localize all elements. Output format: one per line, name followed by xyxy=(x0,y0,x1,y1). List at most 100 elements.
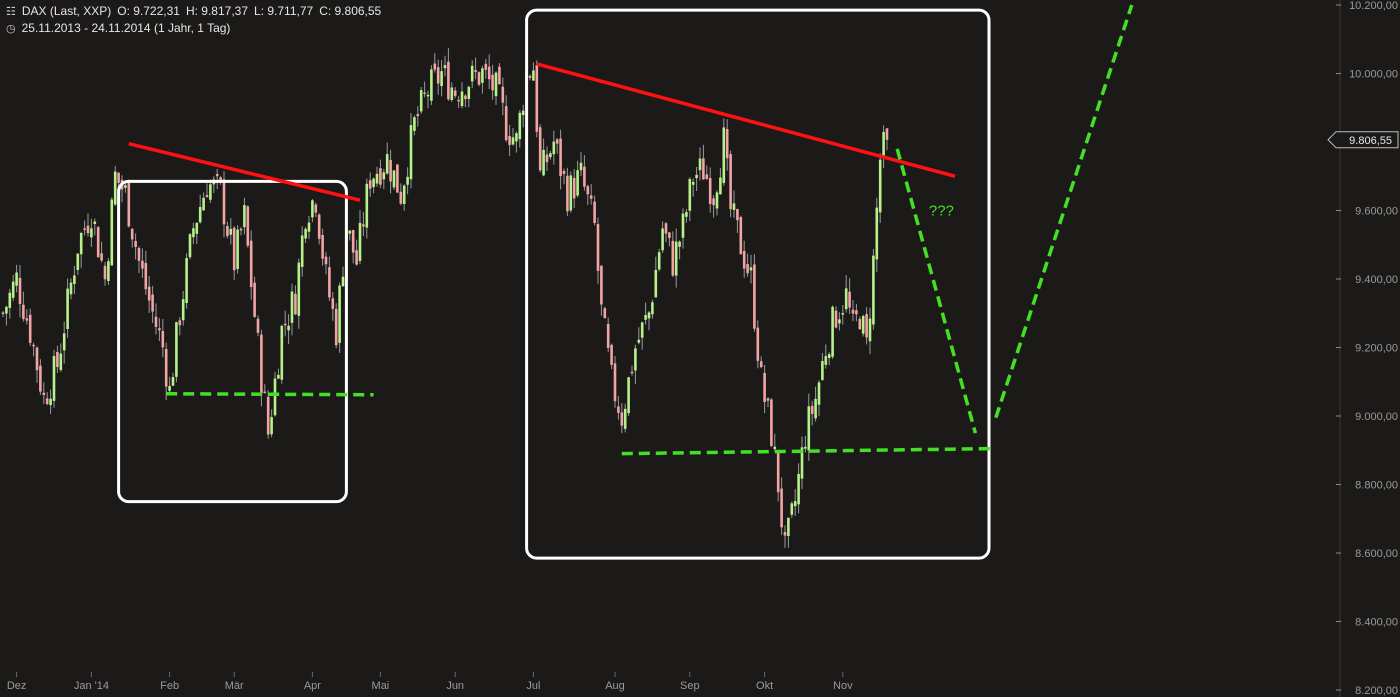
period-range: 25.11.2013 - 24.11.2014 (1 Jahr, 1 Tag) xyxy=(21,21,231,35)
candle-up xyxy=(290,291,294,323)
candle-up xyxy=(511,137,515,145)
candle-up xyxy=(698,158,702,171)
candle-down xyxy=(776,450,780,493)
candle-down xyxy=(589,195,593,199)
candle-down xyxy=(232,227,236,271)
candle-down xyxy=(141,260,144,269)
candle-up xyxy=(878,159,882,213)
candle-up xyxy=(715,192,719,209)
candle-down xyxy=(35,347,39,371)
candle-down xyxy=(18,277,22,305)
candle-up xyxy=(807,406,811,451)
candle-down xyxy=(736,209,739,221)
candle-up xyxy=(171,377,175,386)
candle-up xyxy=(348,230,352,234)
price-tick-label: 8.800,00 xyxy=(1355,480,1398,492)
time-tick-label: Mai xyxy=(372,680,390,692)
candle-down xyxy=(885,128,889,140)
candle-up xyxy=(73,275,76,284)
candle-down xyxy=(464,95,467,100)
candle-down xyxy=(436,67,440,84)
candle-up xyxy=(773,446,777,450)
candle-down xyxy=(600,265,603,305)
candle-down xyxy=(263,391,267,394)
candle-up xyxy=(814,398,817,419)
candle-down xyxy=(328,267,331,298)
candle-down xyxy=(508,135,511,145)
candle-down xyxy=(246,206,250,246)
candle-up xyxy=(688,179,692,211)
price-tick-label: 10.200,00 xyxy=(1349,0,1398,12)
candle-down xyxy=(351,229,355,253)
candle-up xyxy=(824,356,828,365)
candle-up xyxy=(841,313,845,315)
candle-up xyxy=(59,353,63,371)
candle-up xyxy=(674,241,678,276)
candle-down xyxy=(22,304,25,319)
candle-down xyxy=(283,323,287,326)
candle-down xyxy=(321,234,324,259)
candle-up xyxy=(521,110,525,116)
candle-down xyxy=(783,532,787,536)
candle-down xyxy=(491,74,494,91)
candle-down xyxy=(501,86,505,103)
projection-line xyxy=(895,148,978,434)
candle-down xyxy=(379,168,382,185)
support-line xyxy=(166,391,374,397)
resistance-trendline xyxy=(536,62,956,178)
candle-up xyxy=(76,253,80,270)
candle-up xyxy=(175,322,178,377)
time-tick-label: Apr xyxy=(304,680,321,692)
candle-down xyxy=(28,314,32,343)
candle-up xyxy=(644,315,647,320)
candle-up xyxy=(579,162,583,171)
candle-up xyxy=(297,262,301,316)
candle-up xyxy=(481,68,484,83)
candle-down xyxy=(606,323,610,348)
candle-down xyxy=(260,334,263,393)
candle-up xyxy=(790,503,794,515)
candle-down xyxy=(780,488,783,528)
candle-up xyxy=(749,267,753,271)
candle-down xyxy=(96,227,100,258)
candle-down xyxy=(671,240,675,276)
candle-up xyxy=(678,241,681,247)
candle-up xyxy=(287,325,290,331)
candle-up xyxy=(647,312,651,319)
candle-down xyxy=(334,308,338,346)
candle-up xyxy=(392,170,396,188)
candle-up xyxy=(875,207,879,260)
candle-up xyxy=(358,222,362,261)
candle-up xyxy=(402,185,406,204)
candle-up xyxy=(542,149,545,176)
candle-down xyxy=(620,412,624,426)
candle-down xyxy=(484,63,488,70)
candle-down xyxy=(144,263,148,290)
candle-down xyxy=(702,158,705,180)
candle-up xyxy=(311,200,314,218)
candle-down xyxy=(433,63,437,70)
candle-up xyxy=(460,91,464,107)
time-tick-label: Jul xyxy=(526,680,540,692)
candle-up xyxy=(440,71,443,87)
candle-down xyxy=(219,177,222,182)
candle-down xyxy=(239,228,243,231)
candle-up xyxy=(685,212,688,217)
candle-down xyxy=(759,361,763,368)
candle-down xyxy=(453,90,457,96)
candle-up xyxy=(882,131,885,159)
candle-up xyxy=(188,234,192,258)
candle-down xyxy=(756,327,760,361)
candle-down xyxy=(498,66,501,85)
candle-up xyxy=(49,398,52,406)
candle-down xyxy=(317,214,321,239)
candle-down xyxy=(39,365,42,392)
candle-down xyxy=(389,159,392,182)
price-tick-label: 8.600,00 xyxy=(1355,548,1398,560)
candle-up xyxy=(110,199,114,266)
candle-down xyxy=(45,398,49,405)
candle-up xyxy=(168,386,171,391)
candle-down xyxy=(705,174,709,179)
candle-up xyxy=(90,228,93,238)
